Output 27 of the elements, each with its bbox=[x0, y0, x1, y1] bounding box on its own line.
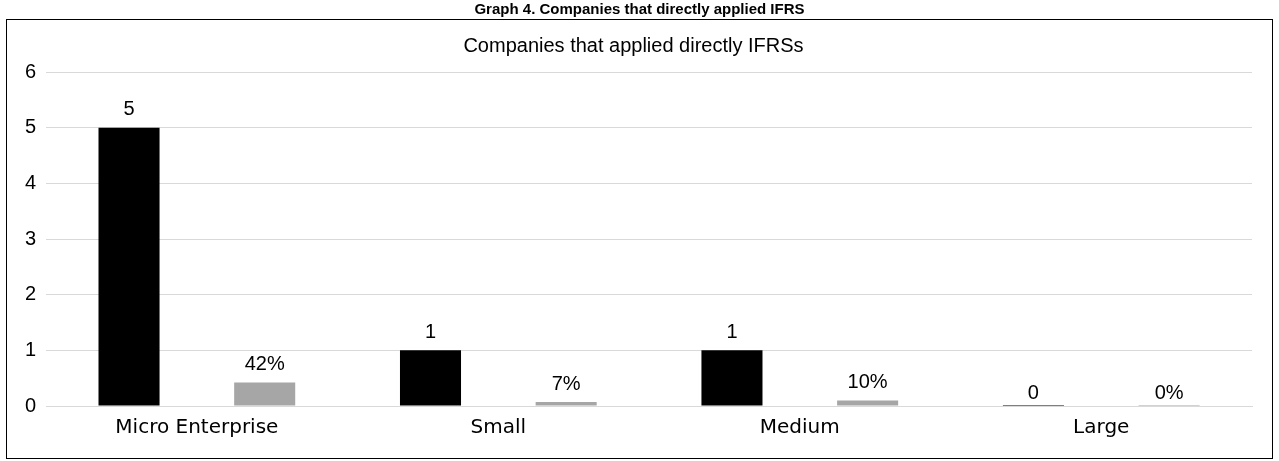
bar bbox=[234, 382, 296, 406]
data-label: 1 bbox=[424, 319, 437, 342]
bar bbox=[837, 400, 899, 406]
x-tick-label: Micro Enterprise bbox=[115, 414, 279, 439]
bar bbox=[399, 350, 462, 406]
bar bbox=[535, 402, 597, 406]
x-tick-label: Large bbox=[1073, 414, 1130, 439]
x-tick-label: Medium bbox=[759, 414, 840, 439]
data-label: 42% bbox=[244, 352, 285, 375]
y-tick-label: 2 bbox=[25, 282, 37, 305]
data-label: 7% bbox=[551, 371, 581, 394]
data-label: 5 bbox=[123, 97, 135, 120]
y-tick-label: 0 bbox=[25, 393, 37, 416]
bar bbox=[701, 350, 763, 406]
chart-subtitle: Companies that applied directly IFRSs bbox=[463, 33, 804, 56]
y-tick-label: 4 bbox=[25, 170, 37, 193]
data-label: 0 bbox=[1027, 380, 1039, 403]
y-tick-label: 6 bbox=[25, 59, 37, 82]
y-tick-label: 5 bbox=[25, 115, 37, 138]
chart-title: Graph 4. Companies that directly applied IFRS bbox=[473, 0, 806, 18]
bar bbox=[98, 127, 160, 406]
y-tick-label: 1 bbox=[25, 337, 37, 360]
x-tick-label: Small bbox=[470, 414, 527, 439]
y-tick-label: 3 bbox=[25, 226, 37, 249]
data-label: 10% bbox=[847, 369, 888, 392]
data-label: 0% bbox=[1154, 380, 1184, 403]
data-label: 1 bbox=[726, 319, 738, 342]
